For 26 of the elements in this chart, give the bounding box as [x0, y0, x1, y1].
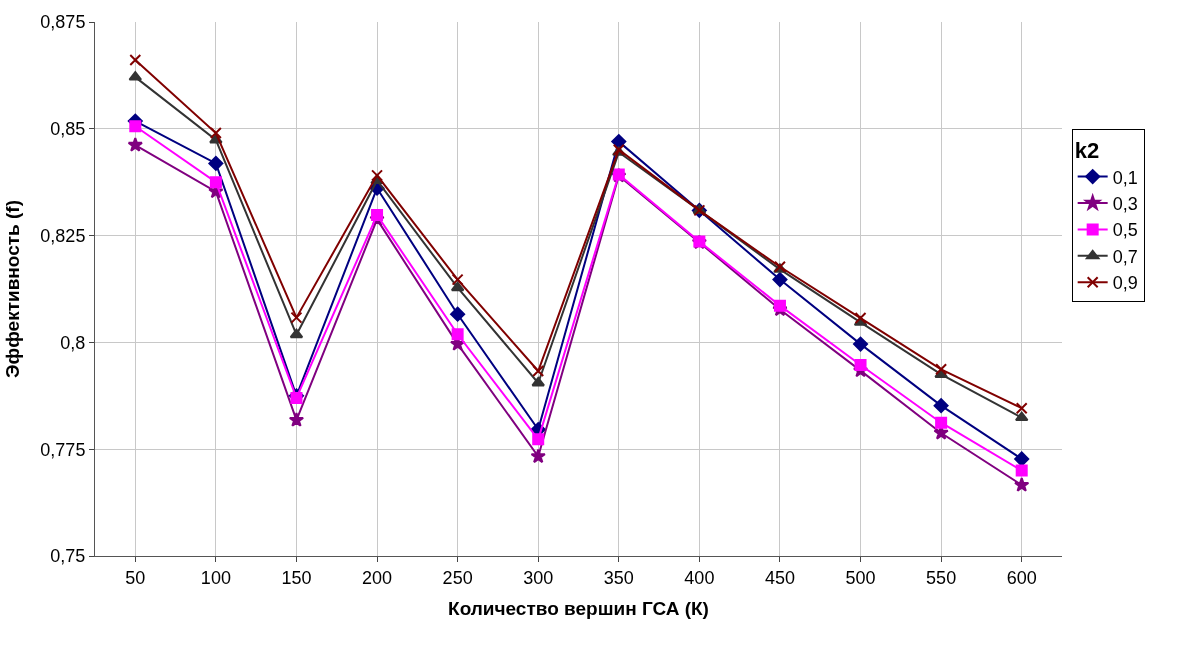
y-tick-label: 0,8 [60, 332, 86, 353]
y-tick-label: 0,825 [40, 225, 86, 246]
x-tick-label: 50 [125, 567, 146, 588]
legend-label: 0,3 [1112, 194, 1138, 215]
y-tick-label: 0,775 [40, 439, 86, 460]
x-axis-title: Количество вершин ГСА (К) [448, 598, 709, 620]
x-tick-label: 100 [200, 567, 231, 588]
x-tick-label: 600 [1006, 567, 1037, 588]
x-tick-label: 350 [603, 567, 634, 588]
legend-label: 0,7 [1112, 246, 1138, 267]
x-tick-label: 150 [281, 567, 312, 588]
y-tick-label: 0,75 [50, 546, 86, 567]
x-tick-label: 550 [926, 567, 957, 588]
y-axis-title: Эффективность (f) [2, 200, 24, 378]
legend-title: k2 [1074, 138, 1100, 164]
x-tick-label: 250 [442, 567, 473, 588]
y-tick-label: 0,875 [40, 12, 86, 33]
legend-label: 0,1 [1112, 167, 1138, 188]
y-tick-label: 0,85 [50, 119, 86, 140]
x-tick-label: 500 [845, 567, 876, 588]
x-tick-label: 450 [764, 567, 795, 588]
x-tick-label: 300 [523, 567, 554, 588]
x-tick-label: 400 [684, 567, 715, 588]
x-tick-label: 200 [362, 567, 393, 588]
legend-label: 0,5 [1112, 220, 1138, 241]
legend-label: 0,9 [1112, 273, 1138, 294]
